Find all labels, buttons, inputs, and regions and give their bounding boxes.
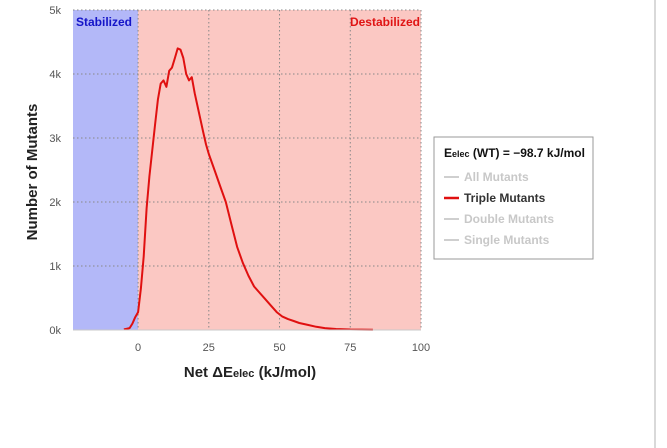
region-label-stabilized: Stabilized [76,15,132,29]
legend-item-triple-mutants: Triple Mutants [464,191,546,205]
x-tick-label: 100 [412,342,430,354]
x-axis-title: Net ΔEelec (kJ/mol) [184,364,316,381]
y-tick-label: 4k [49,69,61,81]
legend-item-all-mutants: All Mutants [464,170,529,184]
y-tick-label: 5k [49,5,61,17]
y-axis-title: Number of Mutants [24,104,41,241]
grid-layer [73,9,422,330]
legend-title: Eelec (WT) = −98.7 kJ/mol [444,146,585,160]
legend-item-double-mutants: Double Mutants [464,212,554,226]
x-tick-label: 25 [203,342,215,354]
region-stabilized [73,10,139,330]
window-edge [654,0,656,448]
axis-layer: 0k 1k 2k 3k 4k 5k 0 25 50 75 100 Net ΔEelec (kJ/mol… [24,5,430,381]
y-tick-label: 1k [49,261,61,273]
regions-layer [73,10,421,330]
y-tick-label: 3k [49,133,61,145]
legend-box [433,136,594,260]
x-tick-label: 50 [273,342,285,354]
y-tick-label: 2k [49,197,61,209]
region-label-destabilized: Destabilized [350,15,420,29]
series-line-triple-mutants [123,47,373,331]
legend-item-single-mutants: Single Mutants [464,233,550,247]
x-tick-label: 75 [344,342,356,354]
x-tick-label: 0 [135,342,141,354]
y-tick-label: 0k [49,325,61,337]
series-layer [123,47,373,331]
region-labels: Stabilized Destabilized [76,15,420,29]
legend: Eelec (WT) = −98.7 kJ/mol All Mutants Trip… [433,136,594,260]
